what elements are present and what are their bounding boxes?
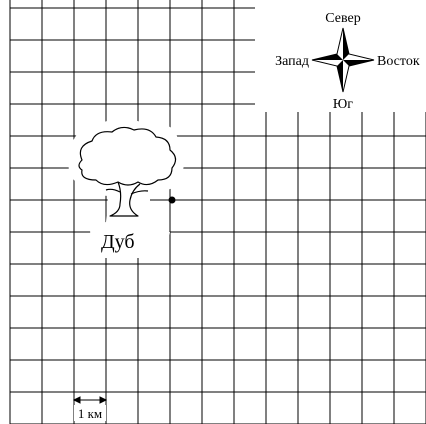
- compass-south-label: Юг: [333, 97, 353, 112]
- tree-halo: [68, 117, 186, 258]
- oak-tree-icon: [78, 126, 177, 217]
- landmark-label: Дуб: [101, 231, 135, 253]
- scale-bar: [72, 396, 108, 404]
- scale-label-bg: [74, 405, 106, 421]
- point-marker: [168, 196, 176, 204]
- compass-east-label: Восток: [377, 54, 420, 69]
- compass-west-label: Запад: [275, 54, 309, 69]
- scale-label: 1 км: [78, 406, 102, 421]
- compass-north-label: Север: [325, 11, 360, 26]
- compass-rose: Север Юг Запад Восток: [275, 11, 420, 112]
